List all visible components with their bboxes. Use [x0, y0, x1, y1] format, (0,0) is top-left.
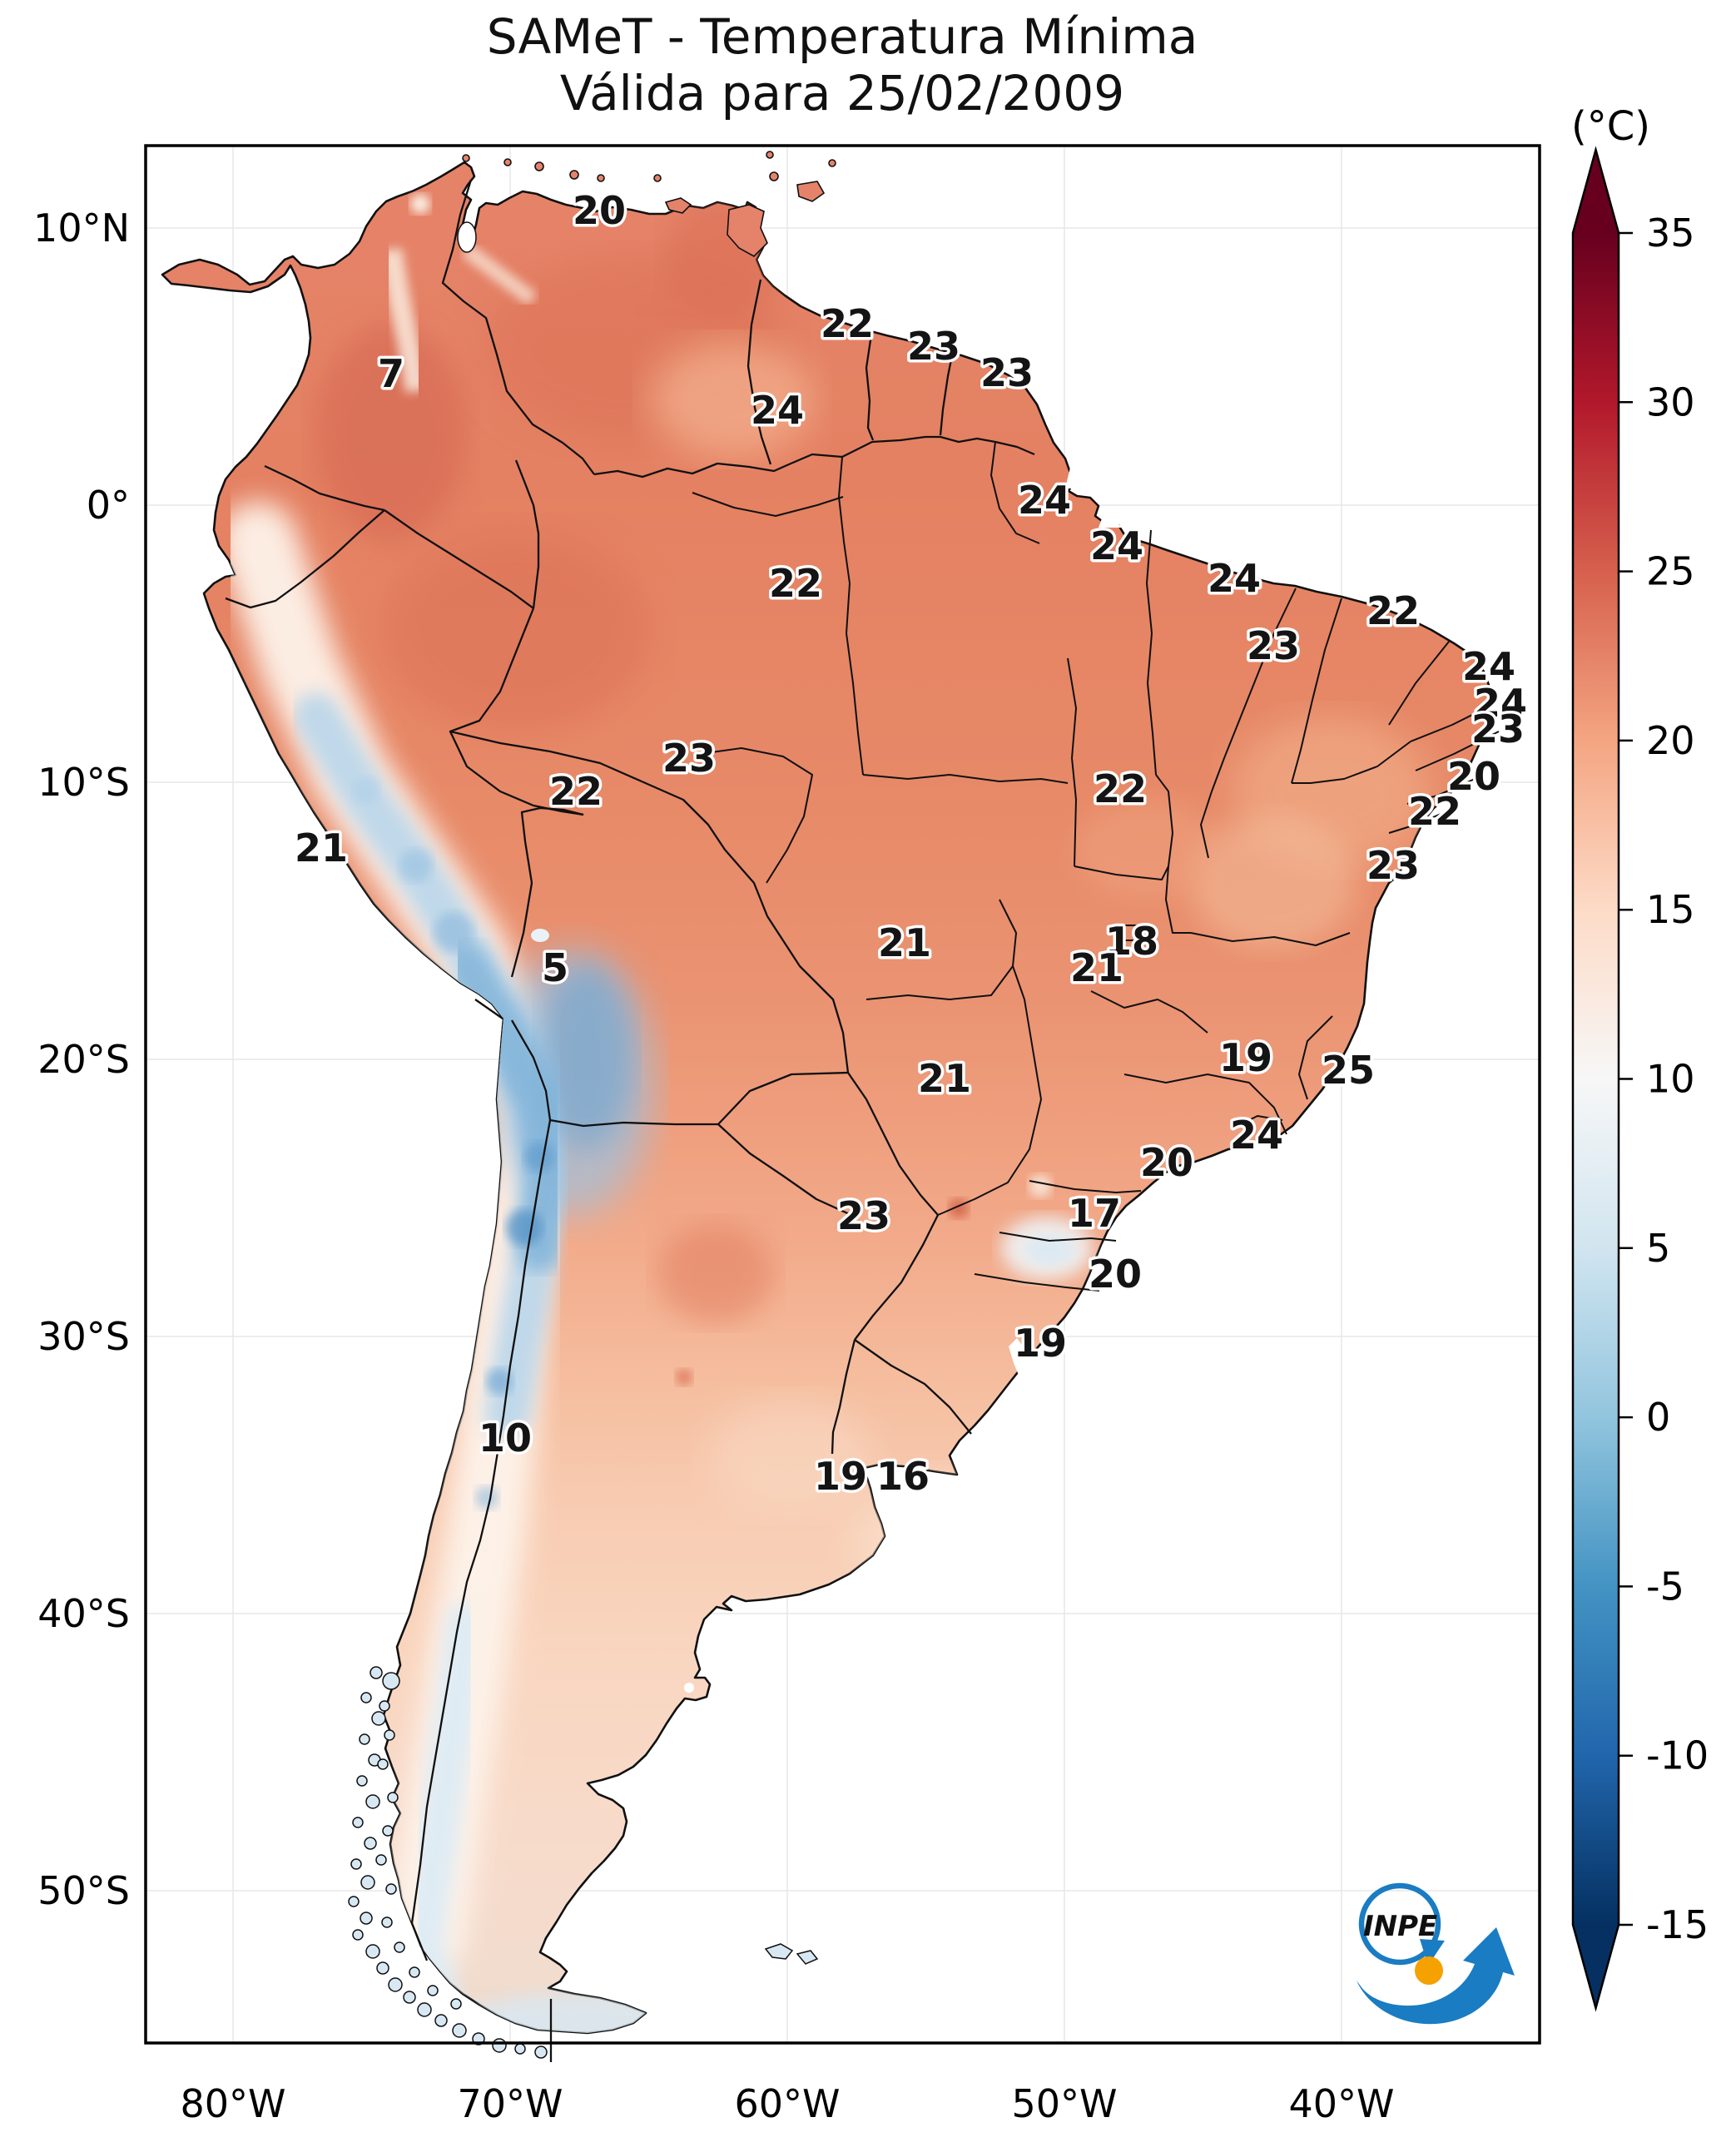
lat-tick-label: 40°S: [37, 1591, 130, 1636]
colorbar-tick-label: 5: [1646, 1226, 1670, 1271]
temp-label: 24: [1018, 478, 1071, 523]
temp-label: 25: [1322, 1048, 1375, 1093]
temp-label: 22: [549, 769, 603, 814]
temp-label: 23: [1471, 707, 1525, 751]
temp-label: 23: [662, 736, 716, 781]
inpe-orbit-ring-icon: [1358, 1882, 1441, 1966]
temp-label: 23: [980, 350, 1034, 395]
lat-tick-label: 50°S: [37, 1868, 130, 1913]
temp-label: 20: [1140, 1140, 1193, 1185]
inpe-swoosh-arrow-icon: [1357, 1927, 1515, 2025]
temp-label: 7: [378, 351, 404, 396]
colorbar-tick-label: 10: [1646, 1057, 1695, 1102]
lat-tick-label: 10°N: [33, 206, 130, 250]
temp-label: 21: [1070, 945, 1123, 990]
temp-label: 23: [907, 324, 960, 369]
continent: [161, 151, 1500, 2062]
islands: [462, 151, 836, 257]
inpe-orange-dot-icon: [1415, 1956, 1443, 1985]
colorbar-ticks: 35 30 25 20 15 10 5 0 -5 -10 -15: [1619, 211, 1709, 1947]
colorbar-tick-label: -15: [1646, 1902, 1709, 1947]
temp-label: 24: [1090, 523, 1143, 568]
colorbar-unit-label: (°C): [1571, 103, 1650, 150]
colorbar: (°C) 35 30 25 20 15 10 5 0 -5 -10 -15: [1571, 103, 1709, 2012]
plot-frame: [144, 144, 1541, 2045]
inpe-logo-text: INPE: [1363, 1910, 1437, 1943]
colorbar-tick-label: -5: [1646, 1564, 1684, 1609]
temp-label: 5: [542, 945, 568, 990]
temp-label: 22: [821, 301, 874, 346]
temp-label: 23: [1366, 843, 1420, 888]
temperature-shading: [218, 194, 1431, 2033]
temp-label: 21: [878, 920, 931, 965]
temp-label: 22: [1408, 789, 1461, 834]
colorbar-extend-min-arrow: [1573, 1925, 1619, 2008]
temp-label: 23: [1247, 623, 1300, 668]
lon-tick-label: 80°W: [180, 2081, 285, 2126]
colorbar-tick-label: 30: [1646, 379, 1695, 424]
temp-label: 24: [751, 388, 804, 433]
longitude-axis: 80°W 70°W 60°W 50°W 40°W: [180, 2081, 1394, 2126]
temp-label: 21: [295, 826, 348, 870]
temp-label: 22: [769, 561, 822, 606]
colorbar-tick-label: 20: [1646, 718, 1695, 763]
temp-label: 20: [1447, 754, 1500, 799]
colorbar-extend-max-arrow: [1573, 150, 1619, 233]
lat-tick-label: 20°S: [37, 1037, 130, 1082]
colorbar-tick-label: 35: [1646, 211, 1695, 255]
lon-tick-label: 60°W: [734, 2081, 840, 2126]
title-line-1: SAMeT - Temperatura Mínima: [487, 8, 1198, 65]
colorbar-tick-label: -10: [1646, 1733, 1709, 1778]
lon-tick-label: 70°W: [457, 2081, 563, 2126]
title-line-2: Válida para 25/02/2009: [560, 65, 1124, 121]
temp-label: 21: [918, 1056, 971, 1101]
lat-tick-label: 0°: [87, 483, 130, 528]
lat-tick-label: 10°S: [37, 760, 130, 805]
temp-label: 19: [1219, 1035, 1272, 1080]
lat-tick-label: 30°S: [37, 1314, 130, 1359]
latitude-axis: 10°N 0° 10°S 20°S 30°S 40°S 50°S: [33, 206, 130, 1913]
temp-label: 22: [1366, 588, 1420, 633]
temp-label: 23: [837, 1193, 890, 1238]
temp-label: 16: [876, 1454, 930, 1499]
temp-label: 20: [573, 188, 626, 233]
temp-label: 19: [814, 1454, 867, 1499]
country-borders: [225, 179, 1035, 2062]
colorbar-gradient-bar: [1573, 233, 1619, 1925]
temp-label: 24: [1462, 644, 1515, 689]
temp-label: 17: [1068, 1191, 1121, 1236]
inpe-logo: INPE: [1357, 1882, 1515, 2025]
temp-label: 24: [1474, 681, 1527, 726]
state-borders: [692, 441, 1500, 1292]
lon-tick-label: 40°W: [1288, 2081, 1394, 2126]
title: SAMeT - Temperatura Mínima Válida para 2…: [487, 8, 1198, 121]
colorbar-tick-label: 15: [1646, 887, 1695, 932]
temp-label: 24: [1208, 556, 1261, 601]
colorbar-tick-label: 0: [1646, 1395, 1670, 1440]
temp-label: 19: [1014, 1321, 1067, 1366]
colorbar-tick-label: 25: [1646, 549, 1695, 594]
temp-label: 20: [1089, 1252, 1142, 1297]
lon-tick-label: 50°W: [1011, 2081, 1117, 2126]
lakes: [457, 221, 1122, 1693]
temp-label: 24: [1230, 1113, 1283, 1158]
temp-label: 10: [479, 1416, 532, 1460]
temp-label: 22: [1094, 766, 1147, 811]
temp-label: 18: [1105, 919, 1158, 964]
